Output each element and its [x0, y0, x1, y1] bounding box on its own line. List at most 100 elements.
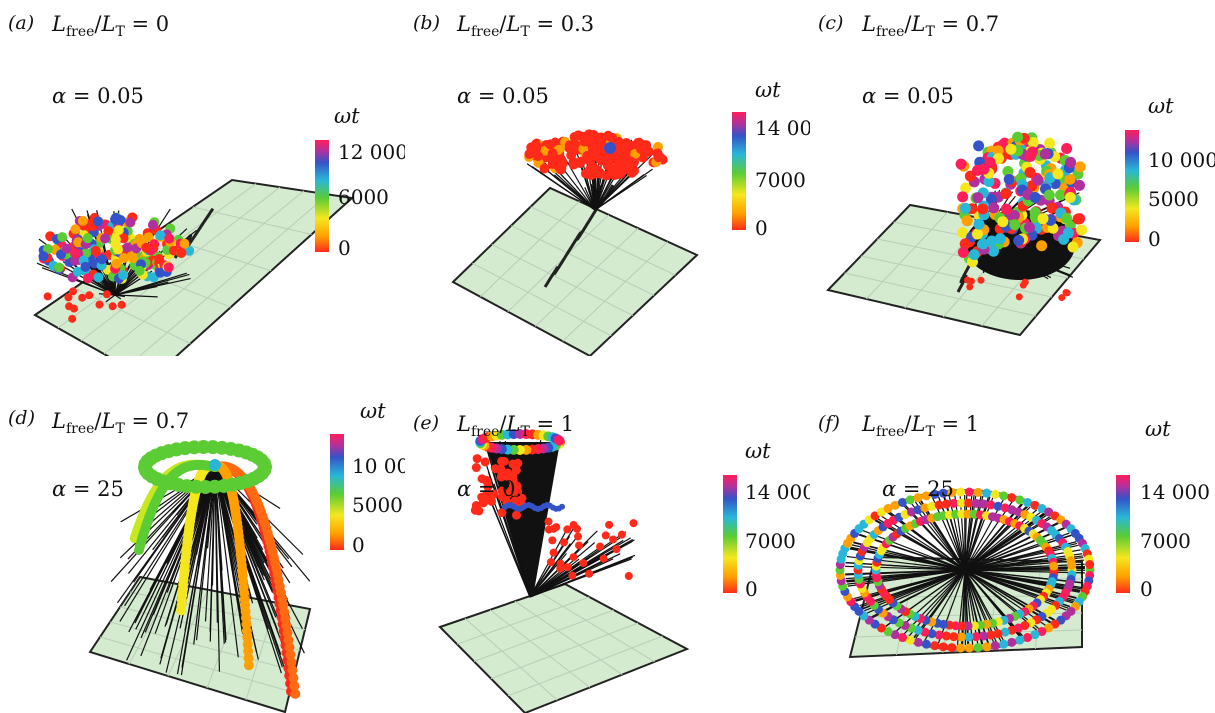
panel-label: (b) — [413, 12, 440, 34]
marker — [1064, 173, 1076, 185]
marker — [1030, 500, 1040, 510]
marker — [987, 245, 999, 257]
tether-line — [846, 555, 966, 571]
marker — [1049, 561, 1059, 571]
marker — [961, 215, 973, 227]
marker — [1067, 241, 1079, 253]
panel-b: (b) Lfree/LT = 0.3 α = 0.05 ωt 14 000 70… — [405, 0, 810, 356]
tether-line — [529, 558, 632, 598]
tether-line — [853, 541, 966, 571]
grid-line — [539, 592, 655, 663]
marker — [1064, 192, 1076, 204]
colorbar-tick-top: 10 000 — [1148, 148, 1215, 172]
marker — [43, 292, 52, 301]
marker — [583, 136, 594, 147]
marker — [176, 247, 187, 258]
marker — [988, 202, 1000, 214]
marker — [930, 641, 940, 651]
marker — [134, 265, 145, 276]
marker — [973, 218, 985, 230]
marker — [164, 233, 175, 244]
marker — [1003, 173, 1015, 185]
marker — [968, 249, 980, 261]
marker — [1000, 188, 1012, 200]
marker — [579, 559, 588, 568]
marker — [1061, 143, 1073, 155]
tether-line — [204, 466, 216, 525]
marker — [1074, 179, 1086, 191]
marker — [941, 631, 951, 641]
marker — [118, 233, 129, 244]
marker — [920, 627, 930, 637]
alpha-label: α = 0.05 — [52, 84, 144, 108]
tether-line — [561, 167, 596, 211]
marker — [993, 629, 1003, 639]
marker — [1065, 156, 1077, 168]
grid-line — [534, 227, 639, 327]
marker — [941, 499, 951, 509]
colorbar-tick-bottom: 0 — [745, 577, 758, 601]
marker — [1007, 637, 1017, 647]
colorbar-tick-top: 14 000 — [745, 480, 810, 504]
marker — [964, 487, 974, 497]
tether-line — [964, 549, 1081, 571]
marker — [85, 291, 94, 300]
marker — [530, 139, 541, 150]
tether-line — [578, 161, 596, 211]
marker — [243, 653, 254, 664]
marker — [93, 272, 104, 283]
marker — [982, 642, 992, 652]
marker — [1046, 202, 1058, 214]
marker — [956, 632, 966, 642]
marker — [57, 232, 68, 243]
tether-line — [874, 519, 966, 571]
marker — [1029, 206, 1041, 218]
marker — [960, 182, 972, 194]
tether-line — [854, 569, 966, 601]
tether-line — [964, 541, 1077, 571]
grid-line — [456, 596, 590, 645]
marker — [574, 532, 583, 541]
marker — [971, 228, 983, 240]
tether-line — [214, 466, 259, 660]
tether-line — [960, 569, 966, 645]
tether-line — [862, 529, 966, 571]
tether-line — [908, 569, 966, 637]
length-ratio: Lfree/LT = 0.7 — [52, 409, 190, 437]
tether-line — [214, 466, 246, 638]
marker — [628, 165, 639, 176]
marker — [1058, 294, 1066, 302]
grid-line — [103, 190, 305, 355]
marker — [993, 153, 1005, 165]
marker — [617, 149, 628, 160]
marker — [1027, 136, 1039, 148]
length-ratio: Lfree/LT = 0.3 — [457, 12, 595, 40]
tether-line — [964, 569, 1082, 589]
marker — [283, 635, 294, 646]
marker — [1074, 161, 1086, 173]
tether-line — [938, 496, 966, 571]
alpha-label: α = 25 — [882, 477, 954, 501]
colorbar-tick-bottom: 0 — [1140, 577, 1153, 601]
marker — [480, 457, 490, 467]
colorbar-tick-mid: 7000 — [755, 168, 806, 192]
marker — [102, 290, 111, 299]
tether-line — [964, 569, 970, 645]
marker — [546, 558, 555, 567]
colorbar-tick-mid: 6000 — [338, 185, 389, 209]
tether-line — [490, 466, 531, 598]
tether-line — [964, 569, 1067, 611]
tether-line — [214, 466, 287, 674]
marker — [913, 637, 923, 647]
marker — [572, 524, 581, 533]
tether-line — [529, 554, 605, 598]
marker — [285, 649, 296, 660]
tether-line — [964, 569, 1047, 626]
tether-line — [114, 294, 125, 298]
marker — [971, 632, 981, 642]
colorbar-tick-top: 14 000 — [1140, 480, 1210, 504]
plot-3d — [33, 178, 355, 356]
marker — [604, 142, 616, 154]
tether-line — [862, 569, 966, 610]
marker — [652, 148, 663, 159]
